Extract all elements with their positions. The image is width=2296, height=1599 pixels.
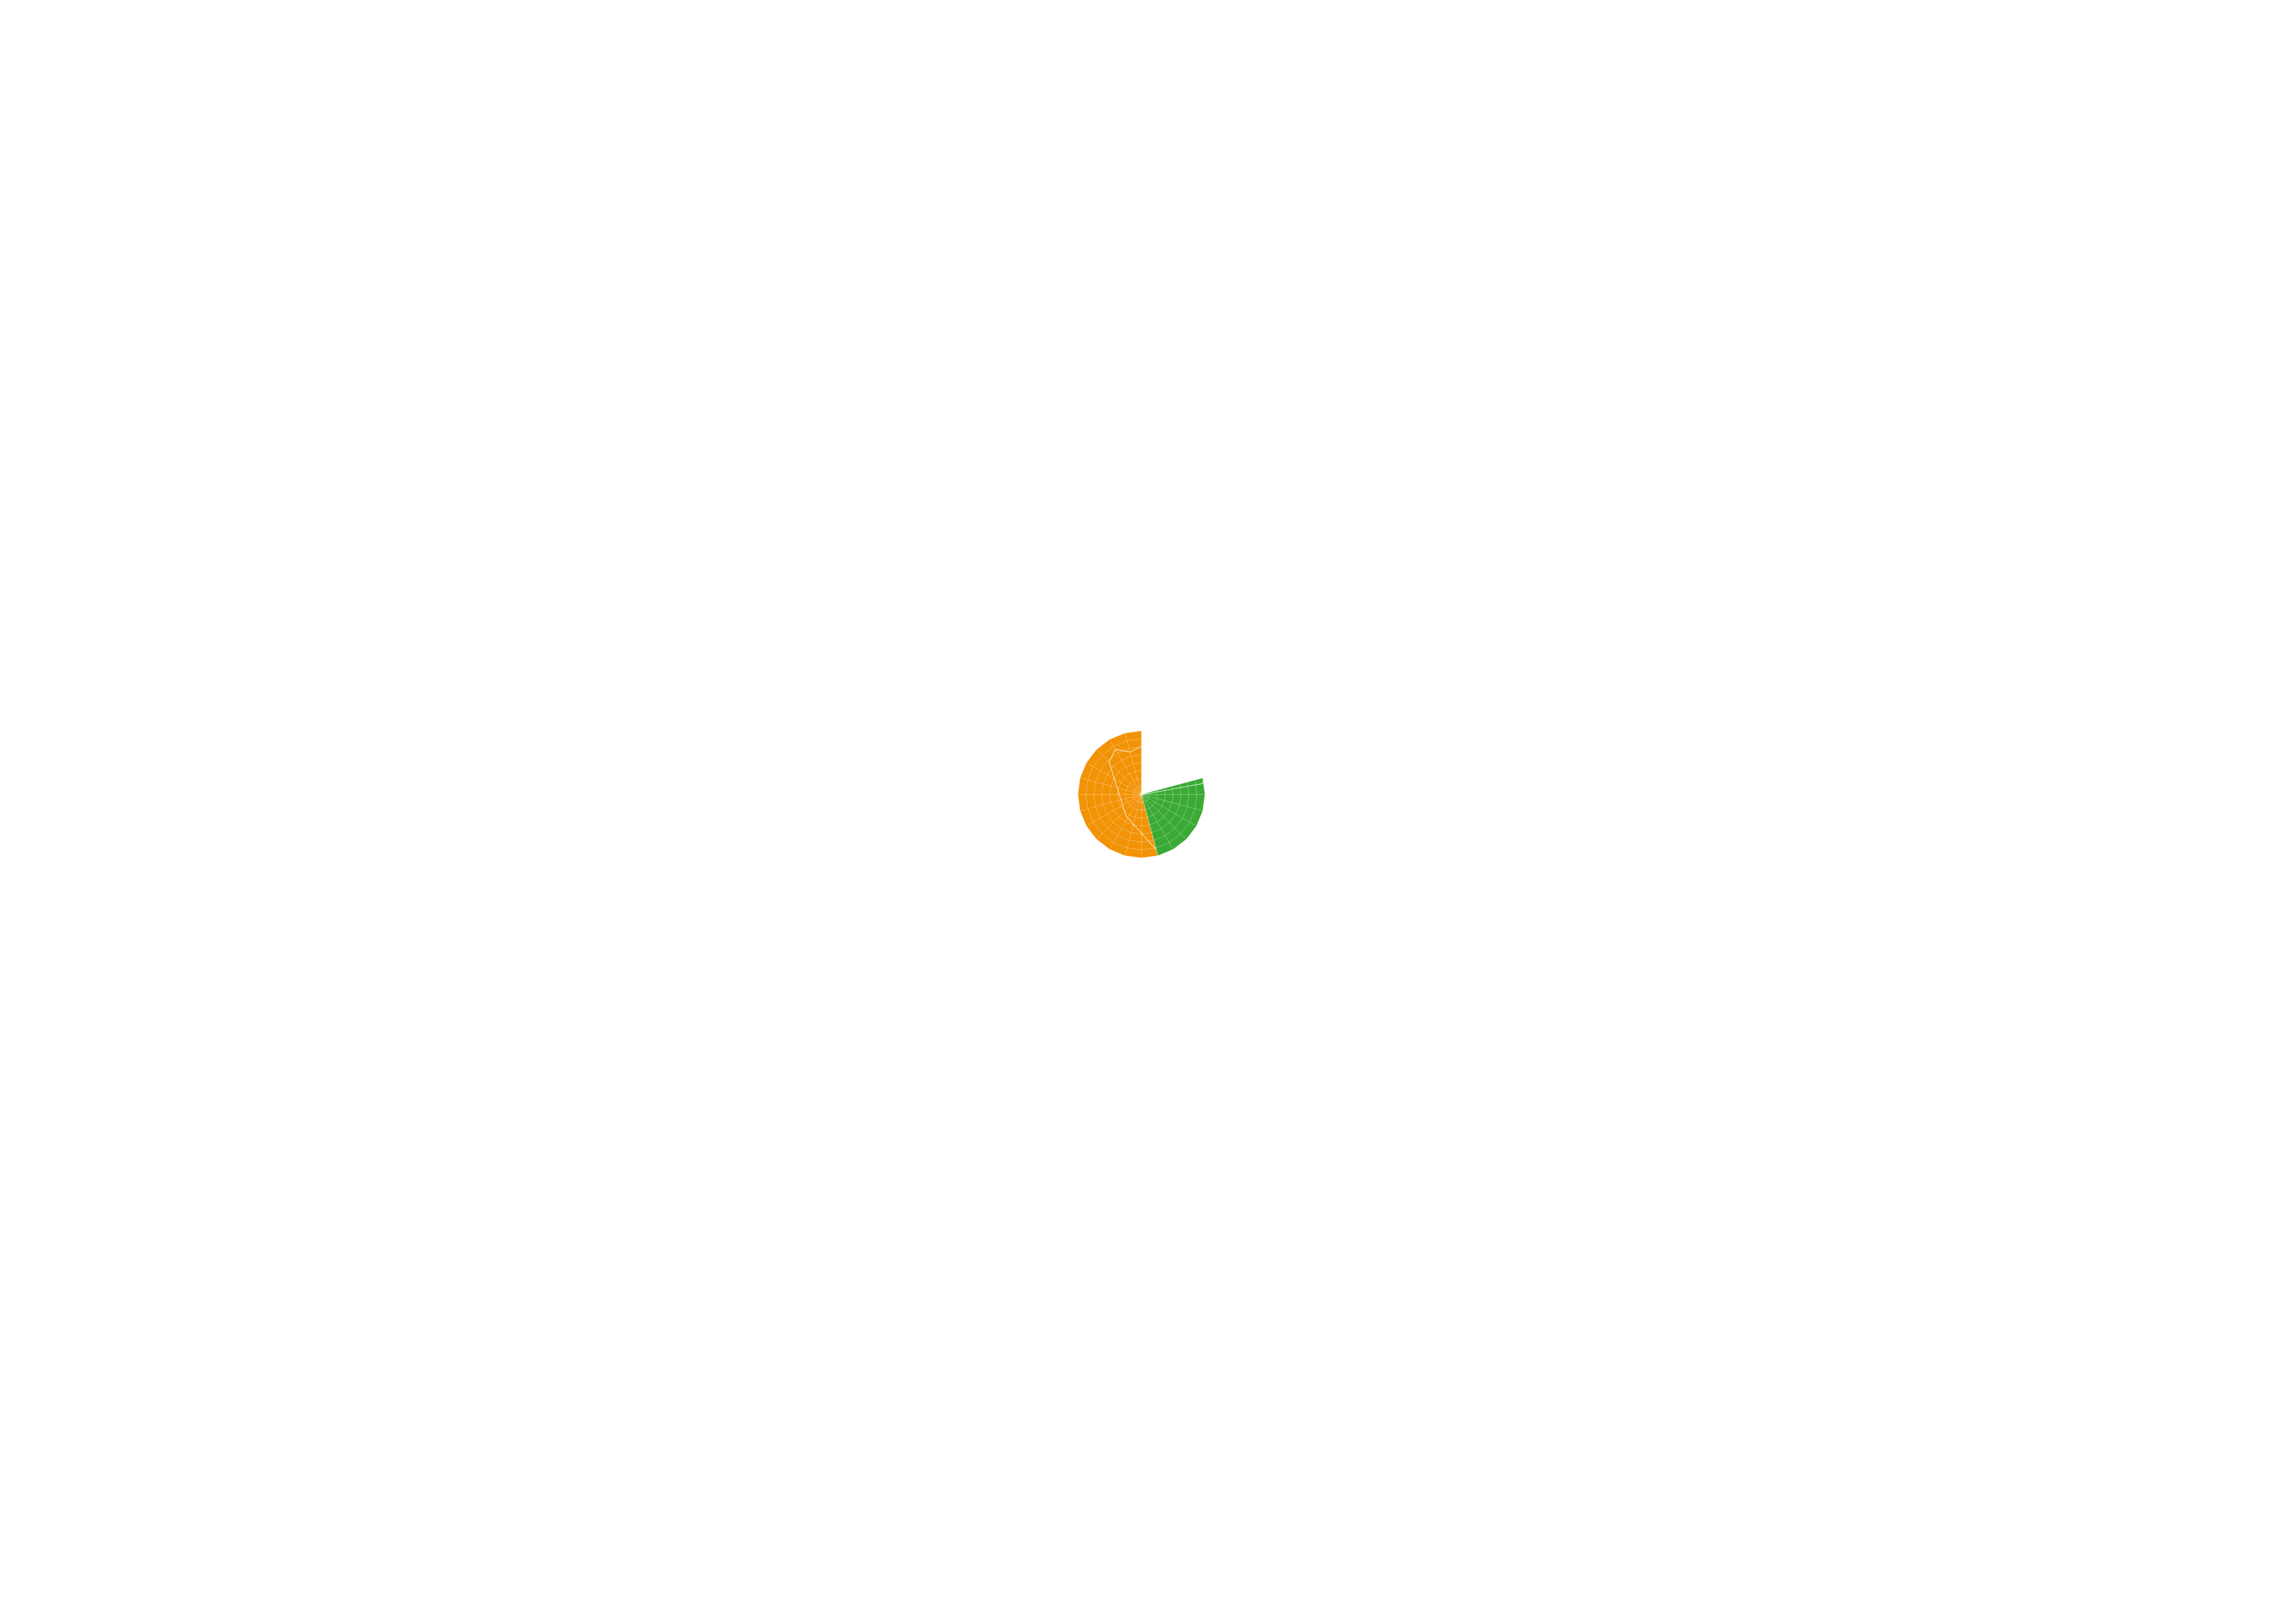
polar-spider-chart	[1047, 730, 1249, 870]
spokes	[1078, 730, 1205, 857]
polar-spider-svg	[1047, 730, 1249, 870]
